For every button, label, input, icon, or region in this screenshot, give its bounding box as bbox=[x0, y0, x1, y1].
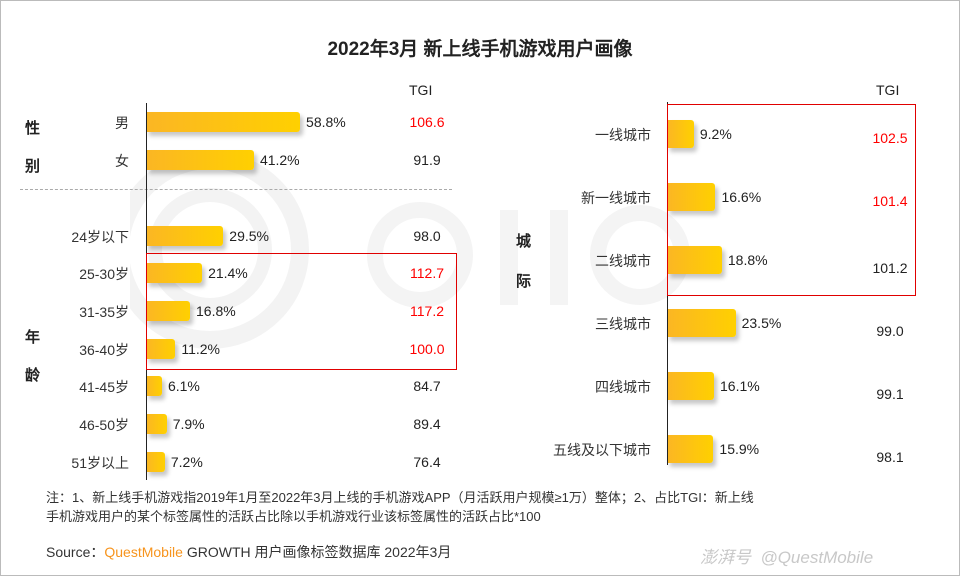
watermark-text: @QuestMobile bbox=[760, 548, 874, 567]
bar bbox=[667, 120, 694, 148]
group-label: 城 bbox=[516, 233, 532, 250]
highlight-box-city bbox=[667, 104, 916, 296]
group-label: 龄 bbox=[25, 367, 41, 384]
bar bbox=[146, 263, 203, 283]
tgi-value: 99.1 bbox=[876, 386, 904, 402]
tgi-value: 89.4 bbox=[413, 416, 441, 432]
group-label: 年 bbox=[25, 329, 41, 346]
category-label: 41-45岁 bbox=[79, 379, 129, 395]
category-label: 25-30岁 bbox=[79, 266, 129, 282]
group-divider bbox=[20, 189, 452, 190]
bar bbox=[667, 183, 716, 211]
tgi-header-left: TGI bbox=[409, 82, 433, 98]
category-label: 31-35岁 bbox=[79, 304, 129, 320]
category-label: 新一线城市 bbox=[581, 190, 651, 206]
bar bbox=[146, 414, 167, 434]
tgi-value: 98.1 bbox=[876, 449, 904, 465]
tgi-value: 101.4 bbox=[872, 193, 908, 209]
bar bbox=[146, 376, 162, 396]
category-label: 36-40岁 bbox=[79, 342, 129, 358]
category-label: 三线城市 bbox=[595, 316, 651, 332]
tgi-value: 102.5 bbox=[872, 130, 908, 146]
watermark-letter-bar bbox=[550, 210, 568, 305]
value-label: 21.4% bbox=[208, 265, 248, 281]
value-label: 16.1% bbox=[720, 378, 760, 394]
bar bbox=[667, 246, 722, 274]
group-label: 际 bbox=[516, 273, 532, 290]
value-label: 41.2% bbox=[259, 152, 300, 168]
bar bbox=[667, 435, 714, 463]
tgi-value: 101.2 bbox=[872, 260, 908, 276]
source: Source：QuestMobile GROWTH 用户画像标签数据库 2022… bbox=[46, 542, 451, 562]
watermark-ring-inner bbox=[148, 188, 272, 312]
category-label: 女 bbox=[115, 153, 129, 169]
watermark: 澎湃号 @QuestMobile bbox=[700, 543, 873, 568]
category-label: 24岁以下 bbox=[71, 229, 129, 245]
bar bbox=[146, 112, 301, 132]
bar bbox=[146, 226, 224, 246]
highlight-box-age bbox=[146, 253, 457, 370]
category-label: 男 bbox=[115, 115, 129, 131]
category-label: 二线城市 bbox=[595, 253, 651, 269]
note-line-1: 注：1、新上线手机游戏指2019年1月至2022年3月上线的手机游戏APP（月活… bbox=[46, 490, 754, 505]
bar bbox=[146, 339, 176, 359]
tgi-value: 98.0 bbox=[413, 228, 441, 244]
value-label: 15.9% bbox=[719, 441, 760, 457]
tgi-value: 84.7 bbox=[413, 378, 441, 394]
tgi-value: 106.6 bbox=[409, 114, 445, 130]
watermark-letter-bar bbox=[500, 210, 518, 305]
tgi-value: 112.7 bbox=[410, 265, 444, 281]
group-label: 性 bbox=[25, 120, 41, 137]
tgi-value: 76.4 bbox=[413, 454, 441, 470]
source-prefix: Source： bbox=[46, 544, 105, 560]
bar bbox=[146, 150, 254, 170]
tgi-value: 100.0 bbox=[409, 341, 445, 357]
category-label: 一线城市 bbox=[595, 127, 651, 143]
tgi-value: 99.0 bbox=[876, 323, 904, 339]
value-label: 29.5% bbox=[229, 228, 269, 244]
value-label: 7.9% bbox=[172, 416, 205, 432]
category-label: 四线城市 bbox=[595, 379, 651, 395]
source-brand: QuestMobile bbox=[104, 544, 183, 560]
value-label: 23.5% bbox=[741, 315, 782, 331]
category-label: 五线及以下城市 bbox=[553, 442, 651, 458]
bar bbox=[667, 372, 714, 400]
value-label: 18.8% bbox=[727, 252, 768, 268]
tgi-value: 117.2 bbox=[410, 303, 444, 319]
value-label: 16.6% bbox=[721, 189, 762, 205]
value-label: 7.2% bbox=[170, 454, 203, 470]
group-label: 别 bbox=[25, 158, 41, 175]
note-line-2: 手机游戏用户的某个标签属性的活跃占比除以手机游戏行业该标签属性的活跃占比*100 bbox=[46, 509, 541, 524]
notes: 注：1、新上线手机游戏指2019年1月至2022年3月上线的手机游戏APP（月活… bbox=[46, 488, 926, 526]
value-label: 11.2% bbox=[181, 341, 221, 357]
bar bbox=[667, 309, 736, 337]
category-label: 46-50岁 bbox=[79, 417, 129, 433]
watermark-logo: 澎湃号 bbox=[700, 548, 751, 567]
source-rest: GROWTH 用户画像标签数据库 2022年3月 bbox=[182, 544, 452, 560]
chart-title: 2022年3月 新上线手机游戏用户画像 bbox=[327, 39, 633, 60]
bar bbox=[146, 452, 165, 472]
category-label: 51岁以上 bbox=[71, 455, 129, 471]
value-label: 6.1% bbox=[167, 378, 200, 394]
bar bbox=[146, 301, 191, 321]
value-label: 9.2% bbox=[699, 126, 732, 142]
value-label: 58.8% bbox=[306, 114, 346, 130]
tgi-header-right: TGI bbox=[876, 82, 900, 98]
value-label: 16.8% bbox=[196, 303, 236, 319]
tgi-value: 91.9 bbox=[413, 152, 441, 168]
watermark-letter-q bbox=[367, 202, 473, 308]
